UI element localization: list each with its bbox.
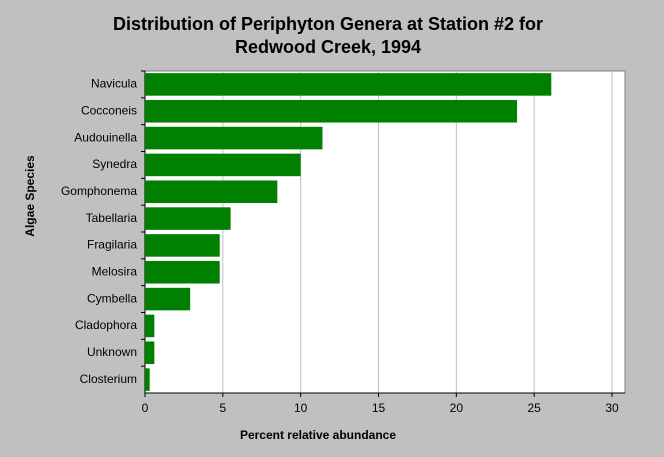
x-tick-label: 5 — [219, 401, 226, 415]
y-axis-title: Algae Species — [23, 155, 37, 237]
chart-title: Redwood Creek, 1994 — [235, 37, 421, 57]
x-axis-title: Percent relative abundance — [240, 428, 396, 442]
bar — [145, 287, 191, 311]
bar — [145, 99, 518, 123]
y-tick-label: Cymbella — [87, 291, 137, 305]
x-tick-label: 20 — [450, 401, 464, 415]
x-tick-label: 30 — [605, 401, 619, 415]
y-tick-label: Closterium — [80, 372, 137, 386]
bar — [145, 73, 552, 96]
y-tick-label: Fragilaria — [87, 238, 137, 252]
chart-title: Distribution of Periphyton Genera at Sta… — [113, 14, 543, 34]
y-tick-label: Audouinella — [74, 130, 137, 144]
bar — [145, 260, 220, 284]
bar — [145, 207, 231, 230]
y-tick-label: Unknown — [87, 345, 137, 359]
y-tick-label: Cocconeis — [81, 103, 137, 117]
y-tick-label: Tabellaria — [86, 211, 138, 225]
bar — [145, 153, 301, 177]
y-tick-label: Gomphonema — [61, 184, 137, 198]
x-tick-label: 15 — [372, 401, 386, 415]
x-tick-label: 0 — [142, 401, 149, 415]
plot-area — [144, 70, 626, 394]
x-tick-label: 10 — [294, 401, 308, 415]
y-tick-label: Synedra — [92, 157, 137, 171]
x-tick-label: 25 — [527, 401, 541, 415]
y-tick-label: Cladophora — [75, 318, 137, 332]
y-tick-label: Melosira — [92, 264, 138, 278]
bar — [145, 180, 278, 204]
bar — [145, 234, 220, 257]
bar — [145, 368, 150, 391]
bar — [145, 126, 323, 150]
bar — [145, 314, 155, 338]
y-tick-label: Navicula — [91, 77, 137, 91]
bar — [145, 341, 155, 365]
